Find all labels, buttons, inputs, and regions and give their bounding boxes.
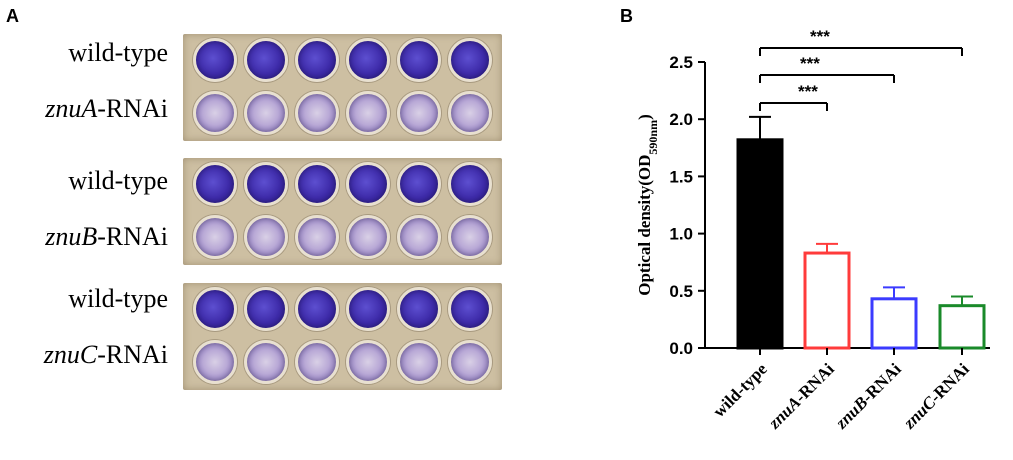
plate-row-label: wild-type bbox=[68, 284, 168, 314]
stained-well bbox=[346, 162, 391, 206]
stained-well bbox=[397, 215, 442, 259]
stained-well bbox=[294, 287, 339, 331]
significance-stars: *** bbox=[798, 82, 818, 101]
x-tick-label: znuC-RNAi bbox=[899, 359, 973, 433]
panel-a-label: A bbox=[6, 6, 19, 26]
stained-well bbox=[346, 287, 391, 331]
well-row bbox=[183, 158, 502, 210]
stained-well bbox=[243, 91, 288, 135]
gene-name: znuA bbox=[45, 94, 98, 123]
stained-well bbox=[346, 91, 391, 135]
stained-well bbox=[192, 287, 237, 331]
y-tick-label: 1.0 bbox=[669, 225, 693, 244]
y-axis-label: Optical density(OD590nm) bbox=[635, 114, 660, 296]
stained-well bbox=[448, 91, 493, 135]
stained-well bbox=[397, 340, 442, 384]
bar-wild-type bbox=[736, 138, 784, 350]
stained-well bbox=[346, 215, 391, 259]
panel-b-label: B bbox=[620, 6, 633, 26]
significance-stars: *** bbox=[810, 27, 830, 46]
stained-well bbox=[192, 38, 237, 82]
stained-well bbox=[294, 340, 339, 384]
stained-well bbox=[448, 340, 493, 384]
stained-well bbox=[397, 287, 442, 331]
category-label-text: -RNAi bbox=[926, 359, 973, 406]
stained-well bbox=[346, 38, 391, 82]
optical-density-bar-chart: 0.0 0.5 1.0 1.5 2.0 2.5 Optical density(OD590n… bbox=[635, 27, 990, 433]
row-label-text: wild-type bbox=[68, 166, 168, 195]
plate-row-label: wild-type bbox=[68, 38, 168, 68]
y-tick-label: 0.5 bbox=[669, 282, 693, 301]
stained-well bbox=[346, 340, 391, 384]
x-tick-label: wild-type bbox=[709, 359, 771, 421]
y-tick-label: 1.5 bbox=[669, 167, 693, 186]
x-tick-label: znuA-RNAi bbox=[764, 359, 838, 433]
plate-row-label: znuB-RNAi bbox=[45, 222, 168, 252]
stained-well bbox=[397, 162, 442, 206]
stained-well bbox=[192, 340, 237, 384]
stained-well bbox=[243, 340, 288, 384]
row-label-text: wild-type bbox=[68, 284, 168, 313]
stained-well bbox=[192, 215, 237, 259]
plate-row-label: znuC-RNAi bbox=[44, 340, 168, 370]
bar-znuC-RNAi bbox=[938, 304, 986, 350]
y-tick-label: 2.0 bbox=[669, 110, 693, 129]
stained-well bbox=[448, 287, 493, 331]
stained-well bbox=[448, 162, 493, 206]
gene-name: znuB bbox=[45, 222, 98, 251]
stained-well bbox=[397, 38, 442, 82]
row-label-text: wild-type bbox=[68, 38, 168, 67]
stained-well bbox=[294, 91, 339, 135]
y-tick-label: 2.5 bbox=[669, 53, 693, 72]
well-row bbox=[183, 283, 502, 335]
significance-stars: *** bbox=[800, 54, 820, 73]
stained-well bbox=[243, 162, 288, 206]
well-row bbox=[183, 211, 502, 263]
bar-znuA-RNAi bbox=[803, 251, 851, 350]
category-label-text: wild-type bbox=[709, 359, 771, 421]
well-row bbox=[183, 336, 502, 388]
gene-name: znuC bbox=[43, 340, 98, 369]
row-label-text: -RNAi bbox=[97, 222, 168, 251]
x-tick-label: znuB-RNAi bbox=[831, 359, 905, 433]
y-axis-label-subscript: 590nm bbox=[646, 120, 660, 155]
y-tick-label: 0.0 bbox=[669, 339, 693, 358]
category-label-text: -RNAi bbox=[858, 359, 905, 406]
well-row bbox=[183, 34, 502, 86]
stained-well bbox=[294, 215, 339, 259]
stained-well bbox=[294, 38, 339, 82]
bar-znuB-RNAi bbox=[870, 297, 918, 350]
stained-well bbox=[448, 38, 493, 82]
stained-well bbox=[448, 215, 493, 259]
stained-well bbox=[243, 287, 288, 331]
plate-row-label: znuA-RNAi bbox=[45, 94, 168, 124]
stained-well bbox=[243, 38, 288, 82]
stained-well bbox=[397, 91, 442, 135]
stained-well bbox=[243, 215, 288, 259]
stained-well bbox=[294, 162, 339, 206]
category-label-text: -RNAi bbox=[791, 359, 838, 406]
y-axis-label-main: Optical density(OD bbox=[635, 155, 654, 296]
stained-well bbox=[192, 162, 237, 206]
y-axis-label-close: ) bbox=[635, 114, 654, 120]
well-row bbox=[183, 87, 502, 139]
row-label-text: -RNAi bbox=[97, 94, 168, 123]
plate-row-label: wild-type bbox=[68, 166, 168, 196]
stained-well bbox=[192, 91, 237, 135]
row-label-text: -RNAi bbox=[97, 340, 168, 369]
